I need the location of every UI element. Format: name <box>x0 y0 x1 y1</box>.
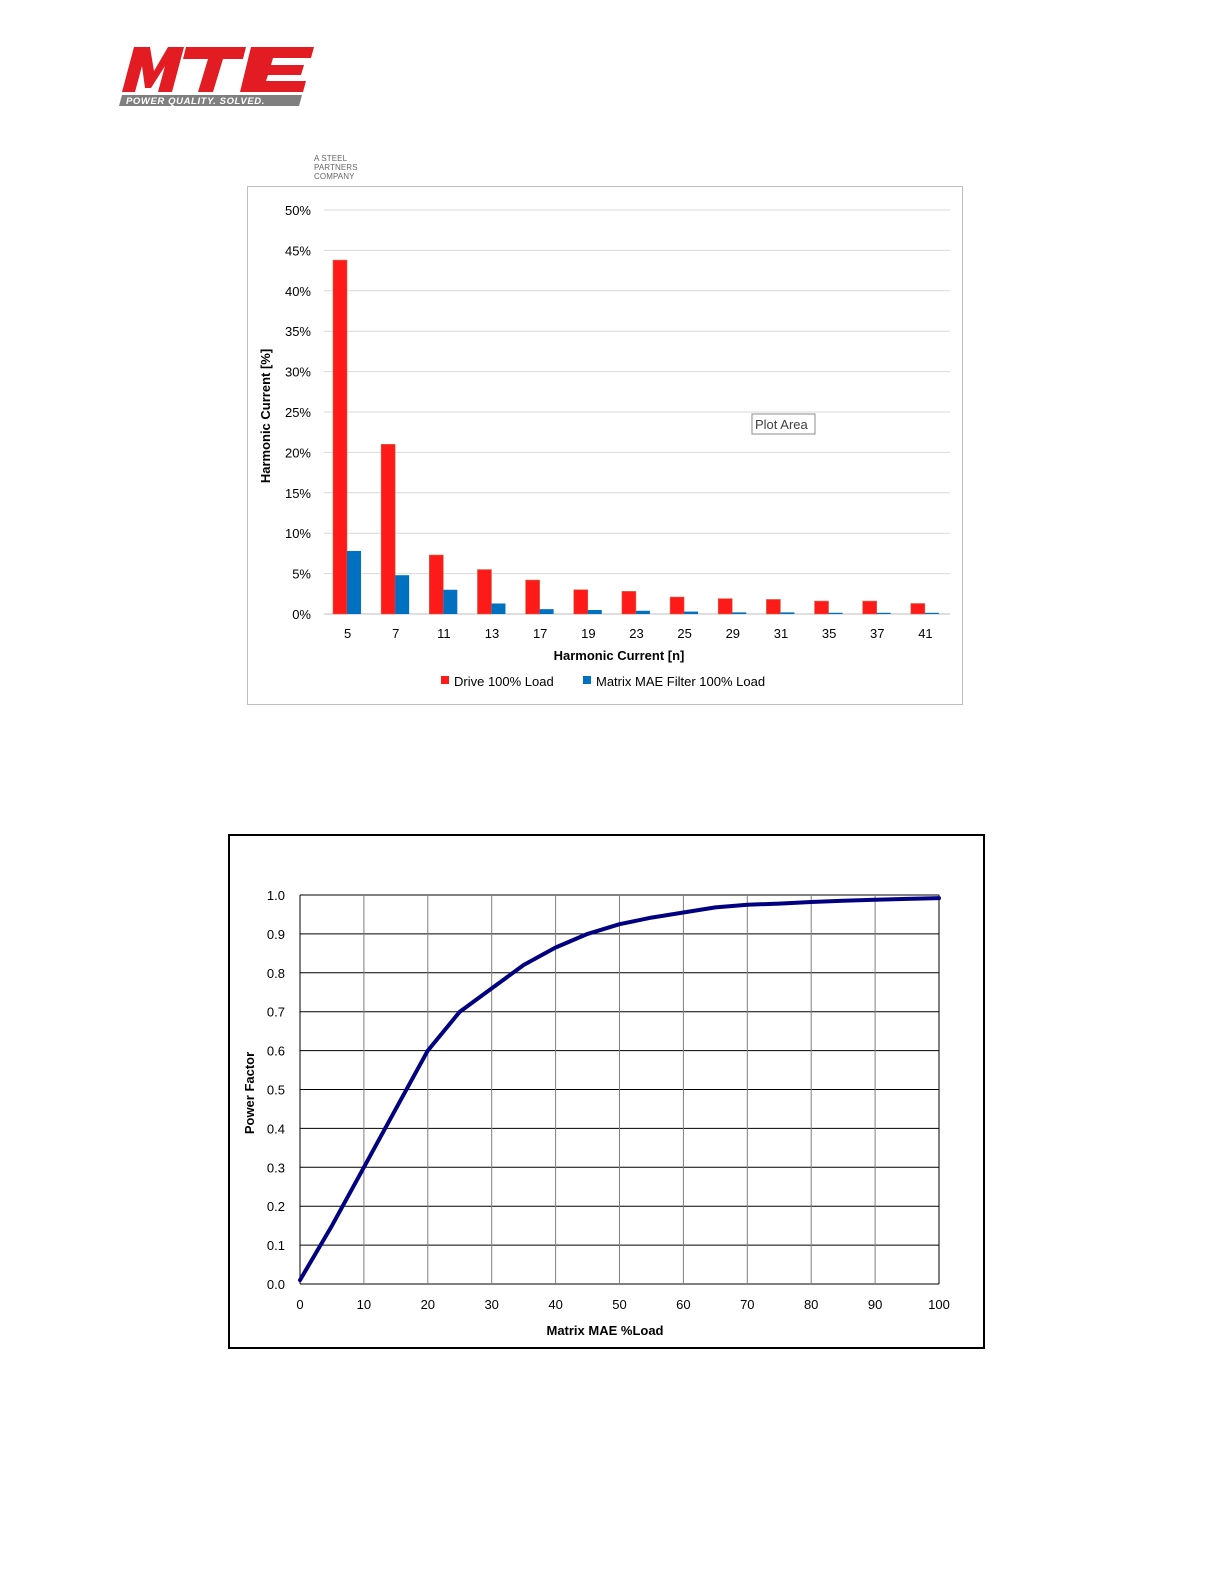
plot-area-label: Plot Area <box>755 417 809 432</box>
x-tick-label: 13 <box>485 626 499 641</box>
logo-tagline: POWER QUALITY. SOLVED. <box>126 96 265 107</box>
x-tick-label: 20 <box>421 1297 435 1312</box>
x-tick-label: 41 <box>918 626 932 641</box>
bar-filter-7 <box>395 575 410 614</box>
x-tick-label: 31 <box>774 626 788 641</box>
power-factor-chart: 0.0 0.1 0.2 0.3 0.4 0.5 0.6 0.7 0.8 0.9 1.0 0 10 20 3… <box>228 834 985 1349</box>
mte-logo: POWER QUALITY. SOLVED. A STEEL PARTNERS … <box>118 44 358 181</box>
power-factor-chart-svg: 0.0 0.1 0.2 0.3 0.4 0.5 0.6 0.7 0.8 0.9 1.0 0 10 20 3… <box>242 888 950 1338</box>
x-tick-label: 50 <box>612 1297 626 1312</box>
bar-filter-19 <box>587 609 602 614</box>
y-tick-label: 0.9 <box>267 927 285 942</box>
bar-drive-5 <box>332 259 348 615</box>
x-tick-label: 23 <box>629 626 643 641</box>
y-tick-label: 0.7 <box>267 1005 285 1020</box>
legend-swatch <box>441 676 449 684</box>
y-tick-label: 45% <box>285 243 311 258</box>
x-tick-label: 90 <box>868 1297 882 1312</box>
legend-swatch <box>583 676 591 684</box>
x-tick-labels: 5 7 11 13 17 19 23 25 29 31 35 37 41 <box>344 626 933 641</box>
bar-drive-29 <box>717 598 733 615</box>
x-axis-title: Harmonic Current [n] <box>554 648 685 663</box>
x-tick-label: 0 <box>296 1297 303 1312</box>
y-tick-label: 25% <box>285 405 311 420</box>
x-tick-label: 70 <box>740 1297 754 1312</box>
bar-filter-29 <box>732 612 747 614</box>
plot-area-tooltip: Plot Area <box>751 413 816 435</box>
y-tick-label: 35% <box>285 324 311 339</box>
y-tick-label: 50% <box>285 203 311 218</box>
bar-filter-11 <box>443 589 458 614</box>
bar-drive-41 <box>910 603 926 615</box>
bar-drive-19 <box>573 589 589 615</box>
legend-label: Drive 100% Load <box>454 674 554 689</box>
x-tick-label: 60 <box>676 1297 690 1312</box>
bar-filter-41 <box>924 612 939 614</box>
y-axis-title: Harmonic Current [%] <box>258 349 273 483</box>
y-tick-label: 20% <box>285 445 311 460</box>
y-tick-label: 0% <box>292 607 311 622</box>
bar-drive-11 <box>429 554 444 615</box>
bar-drive-35 <box>814 600 829 615</box>
grid <box>324 209 950 615</box>
bar-filter-37 <box>876 612 891 614</box>
y-tick-label: 0.5 <box>267 1083 285 1098</box>
legend-label: Matrix MAE Filter 100% Load <box>596 674 765 689</box>
bar-filter-25 <box>684 611 699 614</box>
bar-filter-35 <box>828 612 843 614</box>
x-tick-label: 10 <box>357 1297 371 1312</box>
y-tick-label: 5% <box>292 567 311 582</box>
x-tick-label: 25 <box>677 626 691 641</box>
y-tick-label: 0.6 <box>267 1044 285 1059</box>
bars <box>332 259 939 615</box>
harmonic-current-chart-svg: 0% 5% 10% 15% 20% 25% 30% 35% 40% 45% 50% 5 7 11 13 17… <box>258 203 950 689</box>
x-tick-label: 35 <box>822 626 836 641</box>
grid <box>299 894 940 1285</box>
x-tick-label: 37 <box>870 626 884 641</box>
bar-drive-23 <box>621 591 637 615</box>
bar-drive-25 <box>669 596 685 615</box>
x-axis-title: Matrix MAE %Load <box>546 1323 663 1338</box>
x-tick-label: 5 <box>344 626 351 641</box>
power-factor-line <box>298 896 941 1283</box>
bar-filter-31 <box>780 612 795 614</box>
y-tick-labels: 0.0 0.1 0.2 0.3 0.4 0.5 0.6 0.7 0.8 0.9 1.0 <box>267 888 285 1292</box>
bar-drive-13 <box>477 569 492 615</box>
y-tick-label: 0.1 <box>267 1238 285 1253</box>
y-axis-title: Power Factor <box>242 1052 257 1134</box>
y-tick-label: 0.2 <box>267 1199 285 1214</box>
x-tick-label: 30 <box>484 1297 498 1312</box>
y-tick-label: 0.8 <box>267 966 285 981</box>
harmonic-current-chart: 0% 5% 10% 15% 20% 25% 30% 35% 40% 45% 50% 5 7 11 13 17… <box>247 186 963 705</box>
y-tick-label: 0.4 <box>267 1121 285 1136</box>
y-tick-label: 15% <box>285 486 311 501</box>
bar-filter-13 <box>491 603 506 614</box>
bar-drive-37 <box>862 600 877 615</box>
x-tick-label: 19 <box>581 626 595 641</box>
logo-subtitle: A STEEL PARTNERS COMPANY <box>314 154 358 181</box>
bar-drive-17 <box>525 579 540 615</box>
y-tick-label: 10% <box>285 526 311 541</box>
bar-filter-5 <box>347 550 361 614</box>
y-tick-label: 40% <box>285 284 311 299</box>
legend: Drive 100% Load Matrix MAE Filter 100% Lo… <box>441 674 765 689</box>
y-tick-label: 1.0 <box>267 888 285 903</box>
x-tick-label: 29 <box>726 626 740 641</box>
x-tick-label: 100 <box>928 1297 950 1312</box>
bar-drive-31 <box>766 599 781 615</box>
x-tick-labels: 0 10 20 30 40 50 60 70 80 90 100 <box>296 1297 949 1312</box>
bar-drive-7 <box>380 444 396 615</box>
y-tick-labels: 0% 5% 10% 15% 20% 25% 30% 35% 40% 45% 50% <box>285 203 311 622</box>
x-tick-label: 11 <box>437 626 451 641</box>
y-tick-label: 30% <box>285 365 311 380</box>
x-tick-label: 7 <box>392 626 399 641</box>
x-tick-label: 40 <box>548 1297 562 1312</box>
y-tick-label: 0.3 <box>267 1160 285 1175</box>
bar-filter-23 <box>635 610 650 614</box>
x-tick-label: 80 <box>804 1297 818 1312</box>
x-tick-label: 17 <box>533 626 547 641</box>
y-tick-label: 0.0 <box>267 1277 285 1292</box>
bar-filter-17 <box>539 609 554 614</box>
